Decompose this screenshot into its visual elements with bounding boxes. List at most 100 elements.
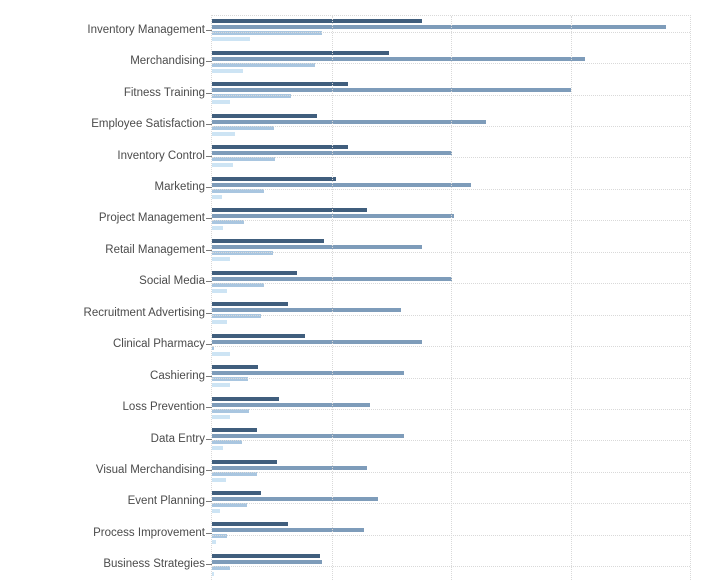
bar-series-2-medium-blue [212,559,323,564]
category-label: Project Management [98,212,205,225]
bar-series-1-dark-blue [212,176,337,181]
bar-series-4-pale-blue [212,571,214,576]
bar-series-4-pale-blue [212,131,235,136]
bar-series-4-pale-blue [212,383,230,388]
bar-series-2-medium-blue [212,182,472,187]
bar-series-3-light-blue [212,440,243,445]
category-label: Marketing [154,180,206,193]
category-label: Data Entry [150,432,205,445]
bar-series-4-pale-blue [212,414,230,419]
category-label: Employee Satisfaction [91,118,205,131]
bar-series-3-light-blue [212,125,275,130]
bar-series-2-medium-blue [212,465,368,470]
bar-series-3-light-blue [212,157,275,162]
bar-series-4-pale-blue [212,37,251,42]
bar-series-4-pale-blue [212,446,223,451]
category-label: Fitness Training [123,86,205,99]
bar-series-2-medium-blue [212,528,364,533]
bar-series-1-dark-blue [212,365,258,370]
bar-series-2-medium-blue [212,245,423,250]
bar-series-1-dark-blue [212,490,261,495]
bar-series-4-pale-blue [212,540,216,545]
bar-series-1-dark-blue [212,82,349,87]
axis-tick [206,155,212,157]
axis-tick [206,407,212,409]
axis-tick [206,312,212,314]
bar-series-1-dark-blue [212,428,257,433]
bar-series-1-dark-blue [212,239,325,244]
axis-tick [206,375,212,377]
bar-series-3-light-blue [212,408,249,413]
bar-series-1-dark-blue [212,50,389,55]
bar-series-4-pale-blue [212,508,221,513]
bar-series-3-light-blue [212,282,264,287]
bar-series-2-medium-blue [212,56,585,61]
vertical-gridline-25pct [331,16,333,580]
bar-series-4-pale-blue [212,288,227,293]
axis-tick [206,281,212,283]
bar-series-3-light-blue [212,534,227,539]
category-label: Loss Prevention [122,401,205,414]
bar-series-4-pale-blue [212,163,234,168]
bar-series-2-medium-blue [212,119,486,124]
bar-series-3-light-blue [212,251,273,256]
bar-series-3-light-blue [212,345,214,350]
axis-tick [206,61,212,63]
category-label: Visual Merchandising [95,464,205,477]
bar-series-1-dark-blue [212,270,297,275]
category-label: Inventory Management [87,23,205,36]
category-label: Clinical Pharmacy [112,338,205,351]
category-label: Cashiering [150,369,205,382]
bar-series-1-dark-blue [212,302,289,307]
category-label: Retail Management [105,243,205,256]
bar-series-3-light-blue [212,62,315,67]
category-label: Merchandising [130,55,205,68]
bar-series-1-dark-blue [212,459,277,464]
category-label: Business Strategies [103,558,205,571]
axis-tick [206,92,212,94]
bar-series-4-pale-blue [212,477,226,482]
bar-series-1-dark-blue [212,333,305,338]
axis-tick [206,344,212,346]
bar-series-3-light-blue [212,31,322,36]
axis-tick [206,470,212,472]
bar-series-2-medium-blue [212,371,405,376]
bar-series-1-dark-blue [212,553,320,558]
axis-tick [206,249,212,251]
bar-series-4-pale-blue [212,194,222,199]
vertical-gridline-75pct [570,16,572,580]
vertical-gridline-50pct [451,16,452,580]
bar-series-3-light-blue [212,188,264,193]
category-label: Event Planning [127,495,205,508]
bar-series-2-medium-blue [212,308,402,313]
category-label: Recruitment Advertising [83,306,205,319]
axis-tick [206,186,212,188]
axis-tick [206,501,212,503]
axis-tick [206,532,212,534]
bar-series-2-medium-blue [212,434,405,439]
plot-area [211,15,691,580]
bar-series-2-medium-blue [212,25,667,30]
bar-series-1-dark-blue [212,396,279,401]
bar-series-4-pale-blue [212,320,227,325]
category-label: Inventory Control [117,149,205,162]
bar-series-2-medium-blue [212,214,454,219]
bar-series-2-medium-blue [212,496,379,501]
category-label: Process Improvement [93,526,205,539]
bar-series-1-dark-blue [212,113,318,118]
bar-series-2-medium-blue [212,402,370,407]
bar-series-3-light-blue [212,565,230,570]
bar-series-4-pale-blue [212,257,230,262]
bar-series-2-medium-blue [212,88,571,93]
bar-series-4-pale-blue [212,68,244,73]
bar-series-4-pale-blue [212,351,230,356]
bar-series-4-pale-blue [212,100,230,105]
bar-series-3-light-blue [212,377,248,382]
axis-tick [206,218,212,220]
bar-series-3-light-blue [212,94,291,99]
bar-series-2-medium-blue [212,339,423,344]
bar-series-3-light-blue [212,502,247,507]
axis-tick [206,29,212,31]
bar-series-3-light-blue [212,220,244,225]
